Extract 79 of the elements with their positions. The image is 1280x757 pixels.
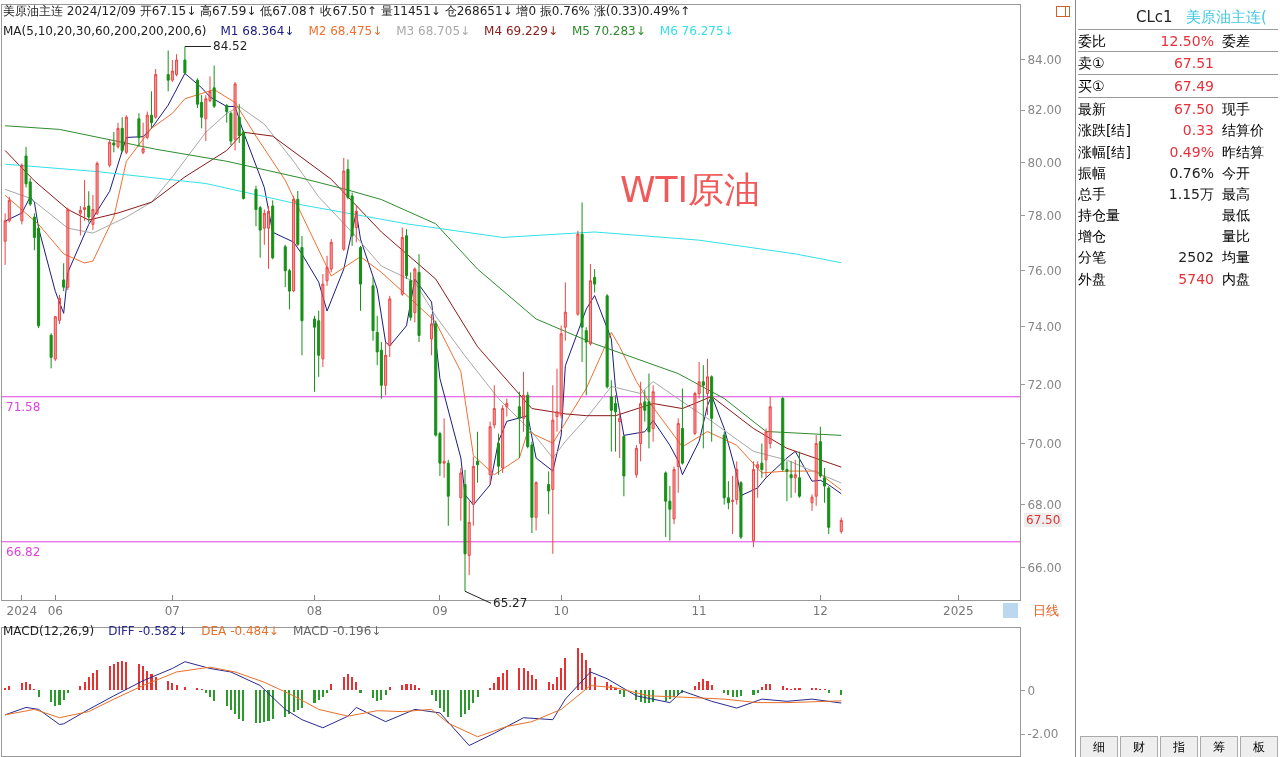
category-label: 外盘 xyxy=(1078,270,1106,289)
category-label: 委比 xyxy=(1078,32,1106,51)
annotation: MACD(12,26,9) xyxy=(3,624,95,638)
annotation: 美原油主连 2024/12/09 开67.15↓ 高67.59↓ 低67.08↑ 收67.50↑ 量11451↓ 仓268651↓ 增0 振0.76% 涨(0.33)0.49%↑ xyxy=(3,3,691,20)
y-tick-label: 84.00 xyxy=(1027,52,1062,67)
x-tick-label: 06 xyxy=(47,604,63,619)
series-label: DIFF -0.582↓ xyxy=(108,624,188,638)
x-tick-label: 07 xyxy=(164,604,180,619)
text: CLc1 xyxy=(1136,7,1173,28)
category-label: 涨幅[结] xyxy=(1078,143,1131,162)
annotation: MACD -0.196↓ xyxy=(292,624,382,638)
category-label: 增仓 xyxy=(1078,227,1106,246)
text: 筹 xyxy=(1200,736,1238,757)
text: 指 xyxy=(1160,736,1198,757)
ref-line-label: 71.58 xyxy=(6,400,41,414)
text: 67.50 xyxy=(1024,513,1063,527)
text: 67.50 xyxy=(1173,101,1214,117)
category-label: 持仓量 xyxy=(1078,206,1120,225)
y-tick-label: 0 xyxy=(1027,683,1036,698)
text: 67.51 xyxy=(1173,55,1214,71)
x-tick-label: 2024 xyxy=(6,604,38,619)
category-label: 涨跌[结] xyxy=(1078,121,1131,140)
category-label: 分笔 xyxy=(1078,248,1106,267)
text: M3 68.705↓ xyxy=(396,24,471,38)
category-label: 今开 xyxy=(1222,165,1250,181)
annotation: 84.52 xyxy=(213,39,248,53)
category-label: 买① xyxy=(1078,77,1105,96)
text: 2502 xyxy=(1178,249,1214,265)
text: 67.49 xyxy=(1173,78,1214,94)
y-tick-label: 70.00 xyxy=(1027,436,1062,451)
y-tick-label: 80.00 xyxy=(1027,155,1062,170)
text: 财 xyxy=(1120,736,1158,757)
annotation: 65.27 xyxy=(493,596,528,610)
text: M4 69.229↓ xyxy=(484,24,558,38)
text: 美原油主连( xyxy=(1186,7,1267,28)
text: M5 70.283↓ xyxy=(571,24,646,38)
category-label: 振幅 xyxy=(1078,164,1106,183)
x-tick-label: 10 xyxy=(553,604,569,619)
ref-line-label: 66.82 xyxy=(6,545,41,559)
x-tick-label: 08 xyxy=(306,604,323,619)
annotation: MA(5,10,20,30,60,200,200,200,6) xyxy=(3,24,207,38)
text: 1.15万 xyxy=(1168,186,1214,202)
text: M1 68.364↓ xyxy=(220,24,295,38)
text: 细 xyxy=(1080,736,1118,757)
category-label: 委差 xyxy=(1222,33,1250,49)
text: M2 68.475↓ xyxy=(308,24,383,38)
category-label: 结算价 xyxy=(1222,122,1264,138)
category-label: 卖① xyxy=(1078,54,1105,73)
category-label: 内盘 xyxy=(1222,271,1250,287)
x-tick-label: 2025 xyxy=(943,604,974,619)
category-label: 现手 xyxy=(1222,101,1250,117)
y-tick-label: 72.00 xyxy=(1027,377,1062,392)
category-label: 最高 xyxy=(1222,186,1250,202)
y-tick-label: 76.00 xyxy=(1027,263,1062,278)
text: 12.50% xyxy=(1160,33,1214,49)
text: 0.49% xyxy=(1169,144,1214,160)
text: 0.76% xyxy=(1169,165,1214,181)
y-tick-label: 74.00 xyxy=(1027,319,1062,334)
text: 5740 xyxy=(1178,271,1214,287)
text: 日线 xyxy=(1033,602,1059,620)
x-tick-label: 12 xyxy=(812,604,829,619)
category-label: 总手 xyxy=(1078,185,1106,204)
x-tick-label: 11 xyxy=(691,604,707,619)
category-label: 昨结算 xyxy=(1222,144,1264,160)
text: 0.33 xyxy=(1182,122,1214,138)
y-tick-label: 82.00 xyxy=(1027,103,1062,118)
y-tick-label: -2.00 xyxy=(1027,727,1059,742)
text: M6 76.275↓ xyxy=(659,24,734,38)
y-tick-label: 78.00 xyxy=(1027,208,1062,223)
annotation: WTI原油 xyxy=(620,168,761,212)
text: 板 xyxy=(1240,736,1278,757)
category-label: 最低 xyxy=(1222,207,1250,223)
text: DEA -0.484↓ xyxy=(201,624,279,638)
y-tick-label: 66.00 xyxy=(1027,561,1062,576)
category-label: 最新 xyxy=(1078,100,1106,119)
y-tick-label: 68.00 xyxy=(1027,498,1062,513)
x-tick-label: 09 xyxy=(432,604,448,619)
category-label: 均量 xyxy=(1222,249,1250,265)
category-label: 量比 xyxy=(1222,228,1250,244)
